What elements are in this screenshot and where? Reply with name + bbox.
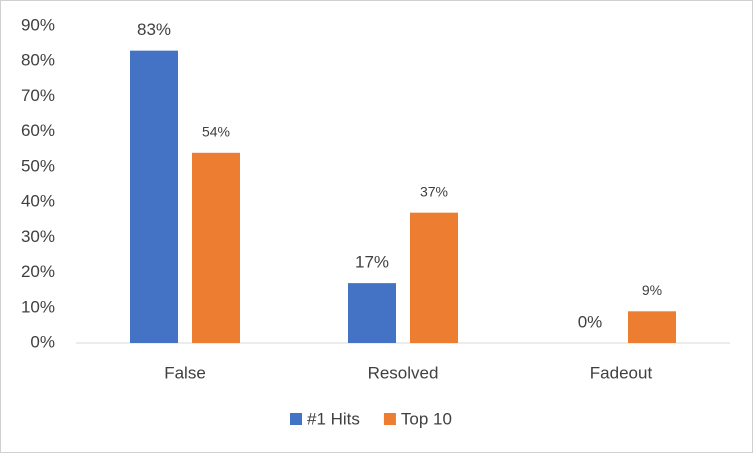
data-label: 37% [420,183,448,199]
data-label: 17% [355,253,389,272]
bar [348,283,396,343]
y-tick-label: 0% [30,332,55,351]
bar [628,311,676,343]
y-tick-label: 60% [21,121,55,140]
data-label: 83% [137,20,171,39]
y-tick-label: 70% [21,86,55,105]
x-tick-label: Fadeout [590,363,653,382]
bar [192,152,240,343]
legend-swatch [383,413,396,425]
bar [130,50,178,344]
data-label: 0% [578,312,603,331]
legend-label: #1 Hits [307,409,360,428]
bar [410,212,458,343]
data-label: 9% [642,282,662,298]
legend-label: Top 10 [401,409,452,428]
y-tick-label: 30% [21,227,55,246]
y-tick-label: 80% [21,51,55,70]
y-tick-label: 90% [21,15,55,34]
x-tick-label: Resolved [368,363,439,382]
x-tick-label: False [164,363,206,382]
y-tick-label: 10% [21,297,55,316]
y-tick-label: 40% [21,192,55,211]
y-tick-label: 20% [21,262,55,281]
y-tick-label: 50% [21,156,55,175]
legend-swatch [290,413,302,425]
data-label: 54% [202,124,230,140]
